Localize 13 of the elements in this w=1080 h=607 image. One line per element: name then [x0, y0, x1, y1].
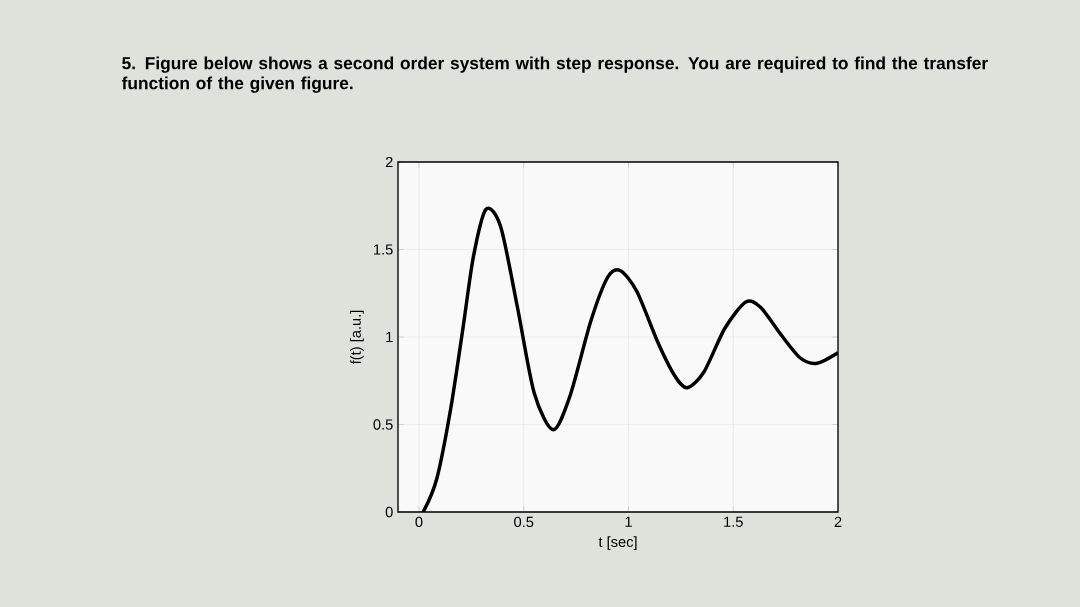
- x-axis-title: t [sec]: [598, 536, 637, 550]
- y-tick-label: 1.5: [374, 244, 393, 255]
- x-tick-label: 0.5: [514, 516, 534, 528]
- y-axis-title: f(t) [a.u.]: [350, 310, 364, 365]
- chart-title: 5. Figure below shows a second order system with step response. You are required to find the transfer function of the given figure.: [121, 56, 988, 93]
- x-tick-label: 1.5: [724, 516, 743, 527]
- y-tick-label: 2: [385, 156, 393, 168]
- x-tick-label: 1: [625, 516, 632, 527]
- y-tick-label: 1: [386, 331, 393, 343]
- x-tick-label: 2: [834, 516, 842, 527]
- y-tick-label: 0: [385, 506, 393, 518]
- y-tick-label: 0.5: [373, 419, 393, 430]
- x-tick-label: 0: [415, 516, 423, 528]
